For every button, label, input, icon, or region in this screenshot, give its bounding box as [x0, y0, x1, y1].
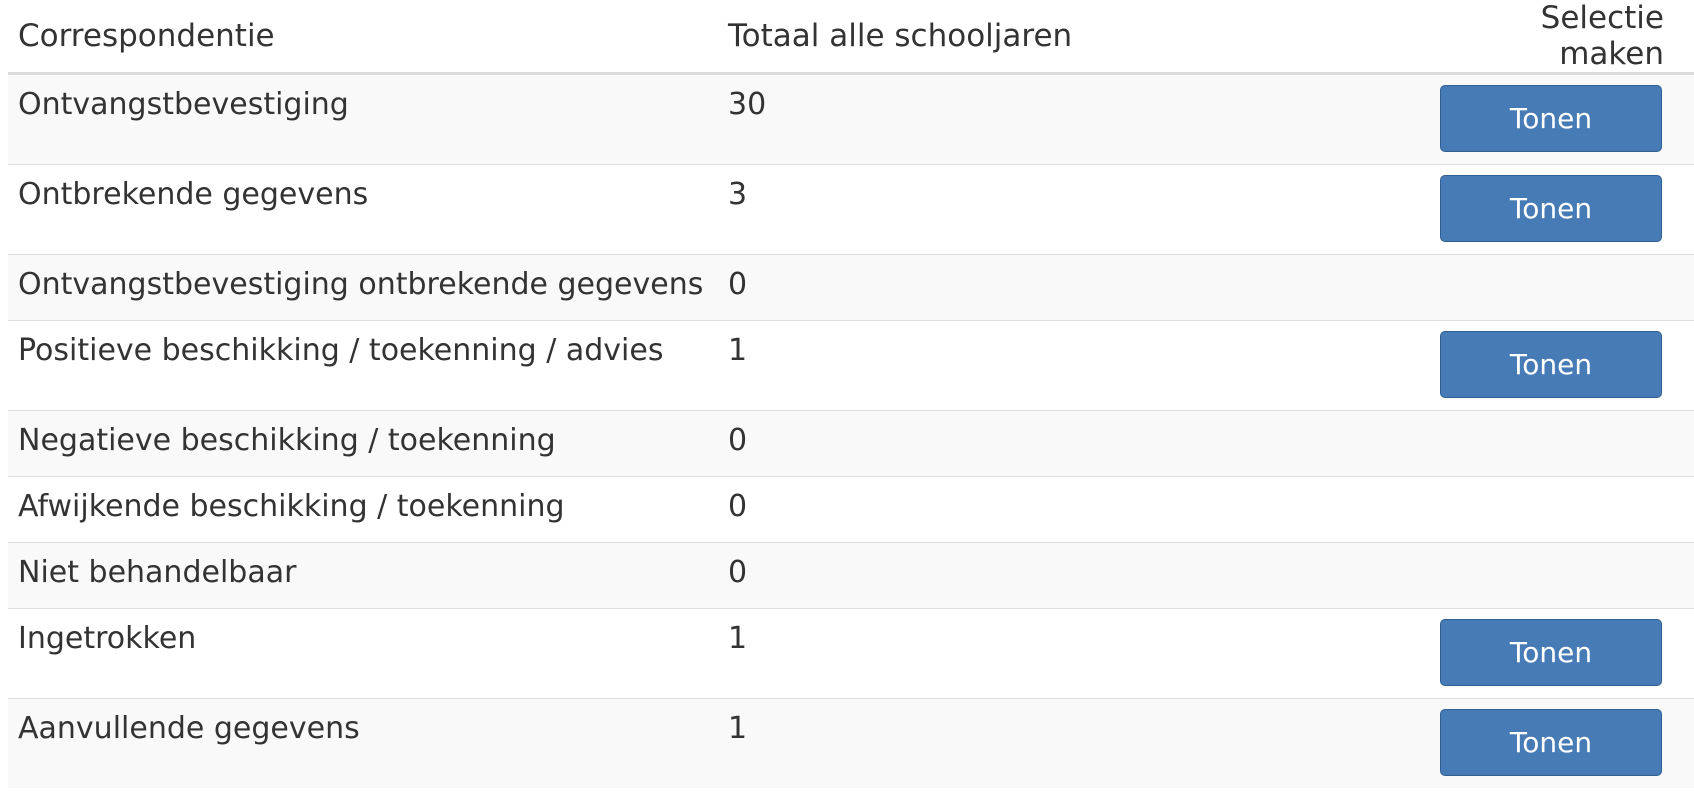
row-total: 0 [728, 423, 748, 458]
row-action-cell: Tonen [1424, 320, 1694, 411]
row-total-cell: 1 [718, 608, 1424, 699]
correspondence-table: Correspondentie Totaal alle schooljaren … [8, 0, 1694, 788]
row-total-cell: 0 [718, 410, 1424, 477]
table-row: Ingetrokken 1 Tonen [8, 608, 1694, 699]
row-total: 1 [728, 333, 748, 368]
row-label-cell: Ontbrekende gegevens [8, 164, 718, 255]
row-action-cell [1424, 410, 1694, 477]
table-row: Niet behandelbaar 0 [8, 542, 1694, 609]
row-label-cell: Aanvullende gegevens [8, 698, 718, 788]
row-action-cell: Tonen [1424, 608, 1694, 699]
row-total-cell: 0 [718, 476, 1424, 543]
row-label: Niet behandelbaar [18, 555, 297, 590]
row-total-cell: 1 [718, 698, 1424, 788]
header-totaal: Totaal alle schooljaren [718, 0, 1424, 75]
row-total: 0 [728, 489, 748, 524]
row-total: 0 [728, 267, 748, 302]
row-label-cell: Negatieve beschikking / toekenning [8, 410, 718, 477]
row-label: Aanvullende gegevens [18, 711, 360, 746]
table-row: Aanvullende gegevens 1 Tonen [8, 698, 1694, 788]
row-label-cell: Ontvangstbevestiging [8, 73, 718, 165]
tonen-button-positieve-beschikking[interactable]: Tonen [1440, 331, 1662, 398]
row-total: 0 [728, 555, 748, 590]
header-correspondentie: Correspondentie [8, 0, 718, 75]
table-header: Correspondentie Totaal alle schooljaren … [8, 0, 1694, 75]
row-total: 30 [728, 87, 767, 122]
header-selectie: Selectie maken [1424, 0, 1694, 75]
row-total-cell: 0 [718, 254, 1424, 321]
table-row: Ontbrekende gegevens 3 Tonen [8, 164, 1694, 255]
row-total: 1 [728, 621, 748, 656]
row-label: Positieve beschikking / toekenning / adv… [18, 333, 664, 368]
row-label-cell: Afwijkende beschikking / toekenning [8, 476, 718, 543]
row-label-cell: Ontvangstbevestiging ontbrekende gegeven… [8, 254, 718, 321]
row-action-cell: Tonen [1424, 164, 1694, 255]
tonen-button-ontvangstbevestiging[interactable]: Tonen [1440, 85, 1662, 152]
tonen-button-ontbrekende-gegevens[interactable]: Tonen [1440, 175, 1662, 242]
row-action-cell [1424, 476, 1694, 543]
row-total: 1 [728, 711, 748, 746]
table-row: Ontvangstbevestiging ontbrekende gegeven… [8, 254, 1694, 321]
row-action-cell [1424, 542, 1694, 609]
row-label-cell: Niet behandelbaar [8, 542, 718, 609]
row-label: Ontvangstbevestiging ontbrekende gegeven… [18, 267, 704, 302]
row-action-cell: Tonen [1424, 73, 1694, 165]
row-action-cell: Tonen [1424, 698, 1694, 788]
table-row: Negatieve beschikking / toekenning 0 [8, 410, 1694, 477]
tonen-button-ingetrokken[interactable]: Tonen [1440, 619, 1662, 686]
row-total-cell: 0 [718, 542, 1424, 609]
table-row: Positieve beschikking / toekenning / adv… [8, 320, 1694, 411]
row-label: Ontbrekende gegevens [18, 177, 369, 212]
row-total-cell: 3 [718, 164, 1424, 255]
row-label-cell: Ingetrokken [8, 608, 718, 699]
row-total-cell: 1 [718, 320, 1424, 411]
header-row: Correspondentie Totaal alle schooljaren … [8, 0, 1694, 75]
row-action-cell [1424, 254, 1694, 321]
correspondence-table-container: Correspondentie Totaal alle schooljaren … [8, 0, 1694, 788]
row-label: Ontvangstbevestiging [18, 87, 349, 122]
row-total: 3 [728, 177, 748, 212]
table-body: Ontvangstbevestiging 30 Tonen Ontbrekend… [8, 73, 1694, 788]
row-label-cell: Positieve beschikking / toekenning / adv… [8, 320, 718, 411]
row-label: Afwijkende beschikking / toekenning [18, 489, 565, 524]
table-row: Afwijkende beschikking / toekenning 0 [8, 476, 1694, 543]
row-total-cell: 30 [718, 73, 1424, 165]
tonen-button-aanvullende-gegevens[interactable]: Tonen [1440, 709, 1662, 776]
row-label: Negatieve beschikking / toekenning [18, 423, 556, 458]
row-label: Ingetrokken [18, 621, 197, 656]
table-row: Ontvangstbevestiging 30 Tonen [8, 73, 1694, 165]
